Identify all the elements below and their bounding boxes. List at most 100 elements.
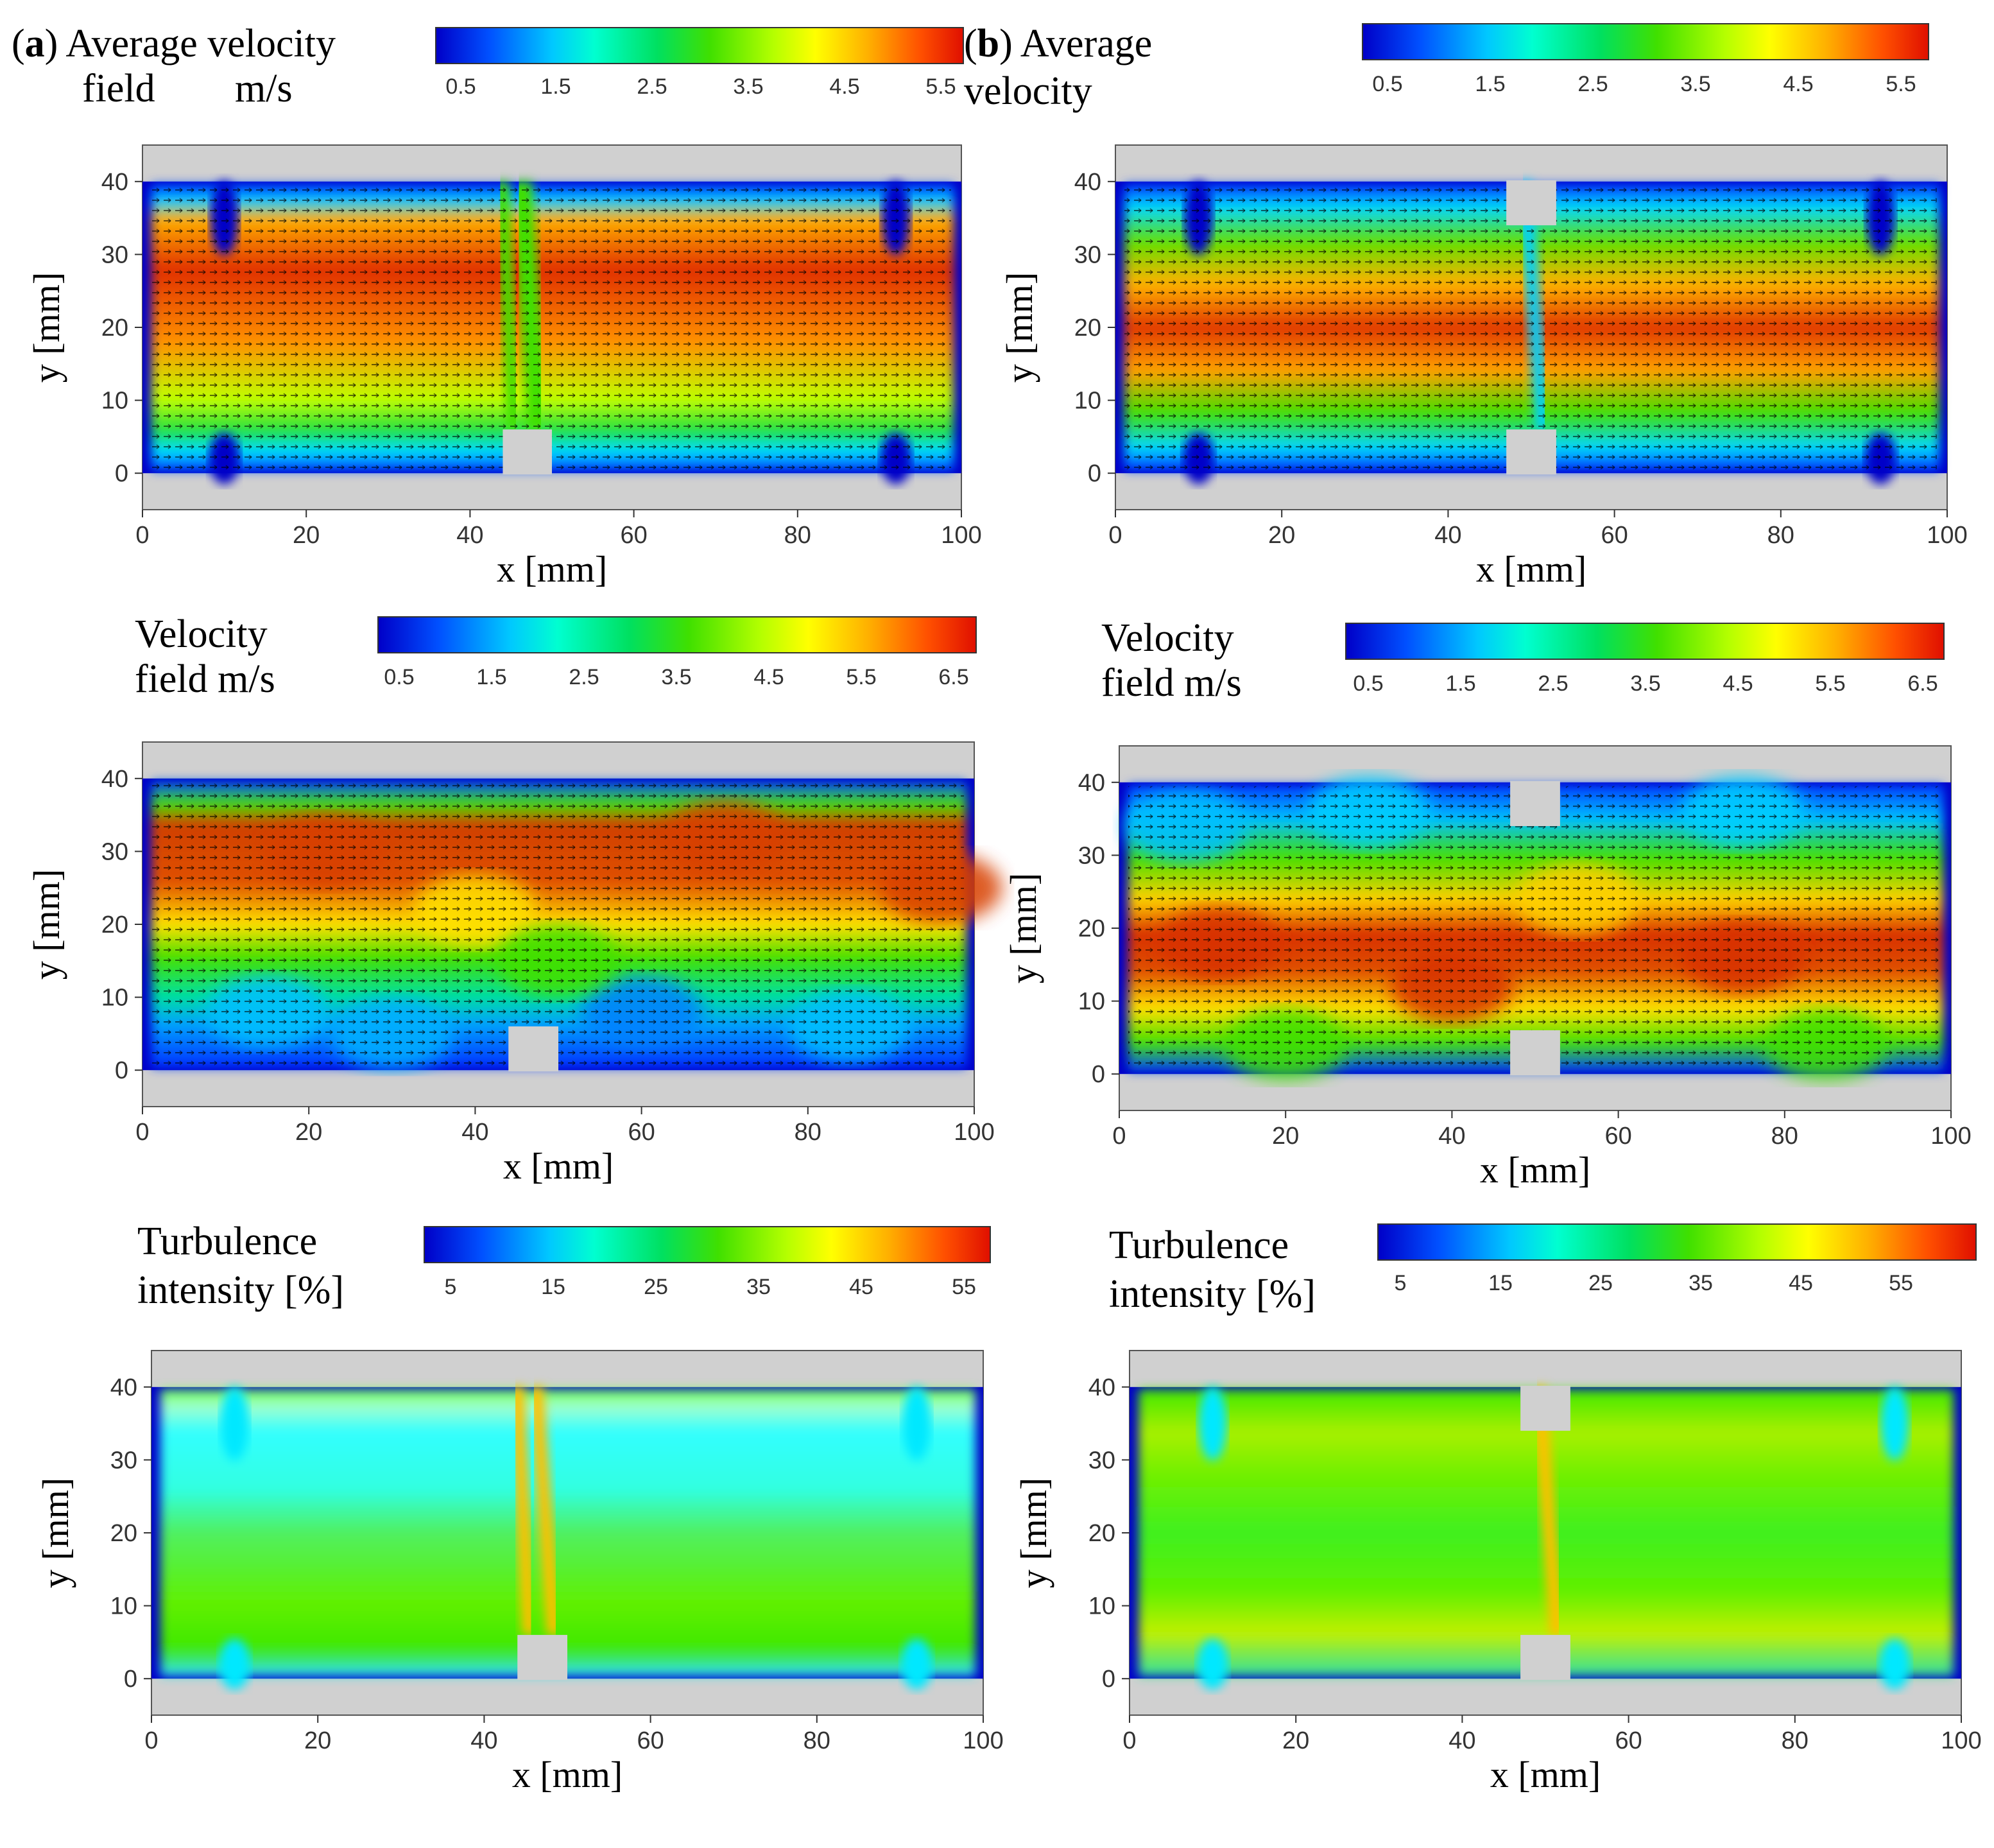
- x-tick-label: 0: [135, 1119, 149, 1146]
- x-axis-label: x [mm]: [1480, 1149, 1590, 1191]
- x-tick-label: 20: [293, 522, 320, 549]
- x-tick-label: 40: [1438, 1123, 1465, 1150]
- colorbar-tick: 3.5: [1630, 671, 1661, 696]
- colorbar-tick: 6.5: [938, 665, 969, 689]
- bottom-baffle: [508, 1026, 558, 1072]
- recirculation-zone: [219, 1638, 250, 1690]
- colorbar-tick: 0.5: [384, 665, 415, 689]
- y-tick-label: 10: [110, 1593, 137, 1620]
- x-tick-label: 80: [784, 522, 811, 549]
- top-baffle: [1520, 1385, 1570, 1431]
- x-tick-label: 80: [1782, 1727, 1809, 1754]
- x-axis-label: x [mm]: [1476, 548, 1586, 590]
- flow-field: [1124, 180, 1939, 485]
- colorbar-tick: 45: [849, 1275, 873, 1299]
- colorbar-tick: 1.5: [1475, 72, 1506, 96]
- colorbar-tick: 35: [746, 1275, 771, 1299]
- x-tick-label: 80: [795, 1119, 821, 1146]
- y-tick-label: 40: [1074, 169, 1101, 196]
- turbulence-caption-b-line2: intensity [%]: [1109, 1272, 1316, 1316]
- colorbar-tick: 1.5: [476, 665, 507, 689]
- y-tick-label: 40: [110, 1374, 137, 1401]
- top-baffle: [1510, 781, 1560, 826]
- y-tick-label: 10: [101, 388, 128, 415]
- panel-a-caption-line2: field: [82, 67, 155, 110]
- y-axis-label: y [mm]: [35, 1478, 76, 1588]
- colorbar-tick: 0.5: [445, 74, 476, 99]
- colorbar-tick: 25: [1588, 1271, 1613, 1295]
- colorbar-tick: 4.5: [1723, 671, 1753, 696]
- y-axis-label: y [mm]: [26, 869, 67, 980]
- heatmap-panel-a-avg: 0 20 40 60 80 100 0 10 20 30 40 x [mm] y [mm]: [26, 144, 982, 590]
- colorbar-tick: 6.5: [1907, 671, 1938, 696]
- x-tick-label: 100: [963, 1727, 1003, 1754]
- colorbar-tick: 0.5: [1372, 72, 1403, 96]
- turbulence-caption-a: Turbulence: [137, 1220, 318, 1263]
- colorbar-a-vel: [377, 616, 977, 653]
- x-tick-label: 40: [1448, 1727, 1475, 1754]
- recirculation-zone: [902, 1386, 931, 1461]
- wake-shear-layer: [529, 1386, 562, 1636]
- x-tick-label: 0: [1112, 1123, 1126, 1150]
- bottom-baffle: [1520, 1635, 1570, 1680]
- bottom-baffle: [503, 429, 552, 475]
- x-tick-label: 100: [941, 522, 981, 549]
- x-tick-label: 40: [456, 522, 483, 549]
- y-tick-label: 20: [1088, 1520, 1115, 1547]
- x-tick-label: 100: [1941, 1727, 1981, 1754]
- colorbar-tick: 4.5: [1783, 72, 1814, 96]
- bottom-baffle: [1506, 429, 1556, 475]
- recirculation-zone: [1197, 1638, 1228, 1690]
- y-tick-label: 20: [101, 911, 128, 938]
- colorbar-tick: 15: [541, 1275, 565, 1299]
- x-axis-label: x [mm]: [512, 1754, 623, 1795]
- y-tick-label: 10: [1088, 1593, 1115, 1620]
- recirculation-zone: [1880, 1386, 1909, 1461]
- x-tick-label: 0: [144, 1727, 158, 1754]
- colorbar-a-avg: [435, 27, 964, 64]
- recirculation-zone: [901, 1638, 933, 1690]
- x-tick-label: 0: [1122, 1727, 1136, 1754]
- y-axis-label: y [mm]: [1013, 1478, 1054, 1588]
- turbulence-caption-b: Turbulence: [1109, 1223, 1289, 1267]
- x-tick-label: 60: [1615, 1727, 1642, 1754]
- colorbar-tick: 5: [1394, 1271, 1407, 1295]
- colorbar-tick: 35: [1689, 1271, 1713, 1295]
- flow-field: [151, 781, 1002, 1069]
- y-tick-label: 40: [1078, 770, 1105, 797]
- x-tick-label: 20: [1272, 1123, 1299, 1150]
- heatmap-panel-a-turb: 0 20 40 60 80 100 0 10 20 30 40 x [mm] y [mm]: [35, 1350, 1004, 1795]
- velocity-vectors: [1128, 786, 1941, 1071]
- colorbar-tick: 5.5: [925, 74, 956, 99]
- y-tick-label: 30: [1088, 1447, 1115, 1474]
- colorbar-tick: 25: [644, 1275, 668, 1299]
- y-tick-label: 0: [1102, 1666, 1115, 1693]
- x-tick-label: 60: [628, 1119, 655, 1146]
- colorbar-a-turb: [424, 1226, 991, 1263]
- y-tick-label: 40: [101, 766, 128, 793]
- y-tick-label: 40: [101, 169, 128, 196]
- colorbar-tick: 1.5: [1445, 671, 1476, 696]
- x-tick-label: 40: [1434, 522, 1461, 549]
- y-tick-label: 10: [101, 985, 128, 1012]
- x-tick-label: 60: [1604, 1123, 1631, 1150]
- colorbar-b-avg: [1362, 23, 1929, 60]
- y-tick-label: 0: [115, 1057, 128, 1084]
- x-tick-label: 20: [1282, 1727, 1309, 1754]
- x-tick-label: 100: [1927, 522, 1967, 549]
- y-tick-label: 10: [1078, 989, 1105, 1015]
- recirculation-zone: [220, 1386, 249, 1461]
- x-tick-label: 100: [954, 1119, 994, 1146]
- turbulence-caption-a-line2: intensity [%]: [137, 1268, 344, 1312]
- x-tick-label: 80: [1767, 522, 1794, 549]
- x-tick-label: 20: [304, 1727, 331, 1754]
- velocity-caption-b-line2: field m/s: [1101, 661, 1242, 705]
- top-baffle: [1506, 180, 1556, 225]
- panel-b-caption-line2: velocity: [964, 69, 1092, 113]
- y-tick-label: 20: [1074, 315, 1101, 341]
- y-tick-label: 10: [1074, 388, 1101, 415]
- flow-field: [160, 1386, 976, 1690]
- flow-field: [1124, 776, 1943, 1080]
- colorbar-tick: 5: [444, 1275, 457, 1299]
- panel-a-caption: (a) Average velocity: [12, 22, 336, 65]
